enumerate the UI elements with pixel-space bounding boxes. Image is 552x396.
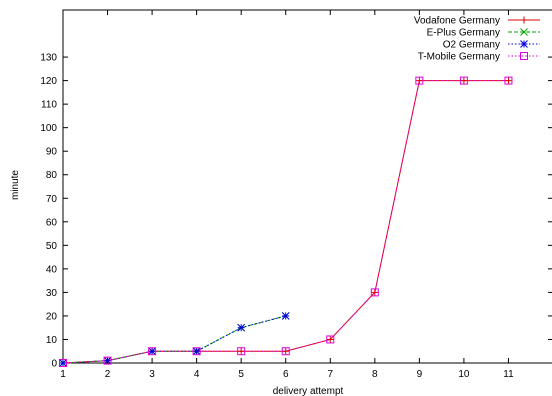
x-tick-label: 2 bbox=[105, 369, 111, 380]
data-point bbox=[371, 288, 379, 296]
data-point bbox=[103, 356, 112, 365]
data-point bbox=[237, 323, 246, 332]
marker-stroke bbox=[103, 356, 112, 365]
y-tick-label: 30 bbox=[46, 288, 58, 299]
data-point bbox=[282, 347, 290, 355]
y-tick-label: 20 bbox=[46, 311, 58, 322]
y-axis-label: minute bbox=[10, 170, 21, 200]
series-line bbox=[62, 315, 286, 364]
x-axis: 1 2 3 4 5 6 7 8 9 10 11 bbox=[60, 10, 514, 380]
plot-border bbox=[62, 9, 552, 364]
data-point bbox=[192, 347, 201, 356]
y-tick-label: 50 bbox=[46, 241, 58, 252]
series-markers-group bbox=[59, 312, 290, 367]
data-point bbox=[326, 335, 334, 343]
marker-stroke bbox=[281, 312, 290, 320]
y-tick-label: 130 bbox=[40, 53, 57, 64]
series-line bbox=[62, 80, 509, 364]
x-axis-label: delivery attempt bbox=[273, 386, 344, 396]
data-point bbox=[415, 76, 424, 85]
series-line bbox=[62, 80, 509, 364]
data-point bbox=[237, 347, 246, 356]
data-point bbox=[460, 77, 468, 85]
x-tick-label: 9 bbox=[417, 369, 423, 380]
y-tick-label: 100 bbox=[40, 123, 57, 134]
data-point bbox=[504, 77, 512, 85]
x-tick-label: 4 bbox=[194, 369, 200, 380]
y-tick-label: 120 bbox=[40, 76, 57, 87]
legend-label: O2 Germany bbox=[443, 40, 500, 51]
data-point bbox=[520, 40, 528, 48]
marker-stroke bbox=[192, 347, 201, 356]
legend-label: Vodafone Germany bbox=[414, 16, 500, 27]
series-markers-group bbox=[59, 312, 290, 367]
y-tick-label: 10 bbox=[46, 335, 58, 346]
data-point bbox=[59, 359, 67, 367]
marker-stroke bbox=[59, 359, 67, 367]
series-markers-group bbox=[59, 76, 513, 367]
series-markers-group bbox=[59, 77, 512, 367]
x-tick-label: 10 bbox=[458, 369, 470, 380]
data-point bbox=[148, 347, 157, 356]
data-point bbox=[520, 16, 528, 24]
data-point bbox=[504, 76, 513, 85]
data-point bbox=[59, 359, 67, 367]
y-tick-label: 80 bbox=[46, 170, 58, 181]
x-tick-label: 8 bbox=[372, 369, 378, 380]
legend-label: T-Mobile Germany bbox=[418, 52, 500, 63]
y-tick-label: 110 bbox=[41, 100, 57, 111]
y-tick-label: 60 bbox=[46, 217, 58, 228]
marker-stroke bbox=[237, 323, 246, 332]
series-lines bbox=[62, 80, 509, 364]
legend-label: E-Plus Germany bbox=[427, 28, 500, 39]
y-tick-label: 0 bbox=[51, 359, 57, 370]
data-point bbox=[520, 28, 528, 36]
x-tick-label: 3 bbox=[149, 369, 155, 380]
x-tick-label: 11 bbox=[503, 369, 514, 380]
marker-stroke bbox=[520, 28, 528, 36]
marker-stroke bbox=[520, 40, 528, 48]
data-point bbox=[415, 77, 423, 85]
x-tick-label: 6 bbox=[283, 369, 289, 380]
x-tick-label: 5 bbox=[238, 369, 244, 380]
marker-stroke bbox=[148, 347, 156, 356]
y-axis: 0 10 20 30 40 50 60 70 80 90 100 110 120 130 bbox=[40, 53, 552, 370]
y-tick-label: 70 bbox=[46, 194, 58, 205]
data-point bbox=[237, 347, 245, 355]
data-point bbox=[520, 52, 528, 60]
x-tick-label: 1 bbox=[60, 369, 66, 380]
series-markers bbox=[59, 76, 513, 367]
data-point bbox=[281, 312, 290, 320]
y-tick-label: 90 bbox=[46, 147, 58, 158]
plot-frame bbox=[62, 9, 552, 364]
data-point bbox=[103, 356, 112, 365]
data-point bbox=[192, 347, 201, 356]
series-line bbox=[62, 315, 286, 364]
data-point bbox=[281, 347, 290, 356]
data-point bbox=[370, 288, 379, 297]
data-point bbox=[459, 76, 468, 85]
data-point bbox=[326, 335, 335, 344]
y-tick-label: 40 bbox=[46, 264, 58, 275]
data-point bbox=[148, 347, 156, 356]
x-tick-label: 7 bbox=[327, 369, 333, 380]
